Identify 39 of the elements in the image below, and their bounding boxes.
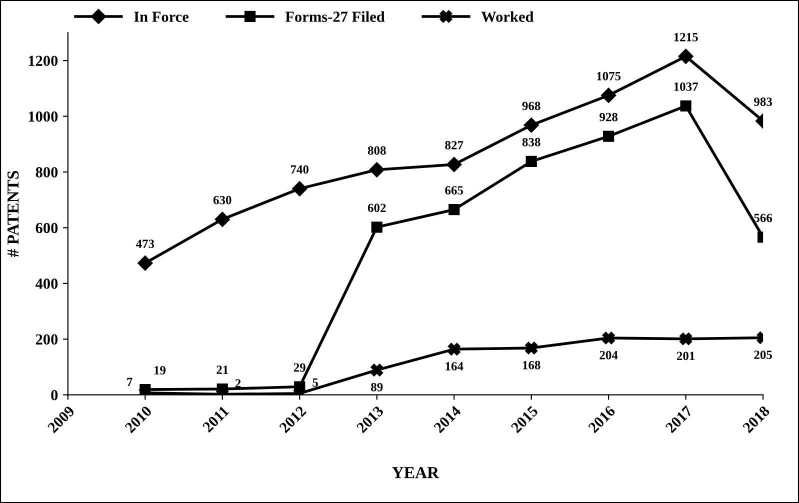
data-label: 1215 (674, 32, 698, 42)
data-label: 968 (522, 102, 540, 110)
data-label: 665 (445, 186, 464, 195)
data-label: 204 (600, 350, 618, 360)
y-tick-label: 800 (36, 167, 58, 178)
legend-label: In Force (134, 12, 189, 22)
data-label: 827 (445, 140, 464, 150)
data-label: 201 (676, 352, 695, 360)
data-label: 19 (154, 366, 166, 375)
y-tick-label: 600 (36, 222, 58, 234)
y-tick-label: 1000 (28, 111, 58, 122)
data-label: 5 (312, 378, 318, 387)
data-label: 29 (294, 363, 306, 372)
legend-label: Forms-27 Filed (285, 11, 385, 22)
data-label: 168 (522, 360, 540, 370)
data-label: 602 (368, 204, 386, 212)
y-axis-title: # PATENTS (7, 171, 19, 258)
data-label: 630 (213, 196, 232, 204)
y-tick-label: 400 (35, 278, 58, 289)
data-label: 808 (368, 146, 386, 155)
y-tick-label: 200 (36, 334, 58, 345)
data-label: 983 (754, 98, 772, 106)
data-label: 838 (522, 138, 540, 146)
legend-label: Worked (481, 11, 534, 22)
data-label: 164 (446, 362, 464, 370)
data-label: 2 (235, 379, 241, 388)
y-tick-label: 0 (51, 390, 58, 400)
data-label: 1075 (597, 72, 621, 80)
data-label: 473 (136, 240, 154, 248)
data-label: 928 (600, 112, 618, 122)
data-label: 7 (127, 378, 132, 386)
y-tick-label: 1200 (28, 56, 58, 66)
data-label: 566 (754, 214, 772, 222)
data-label: 89 (371, 382, 383, 392)
data-label: 1037 (674, 82, 698, 91)
data-label: 21 (216, 366, 228, 374)
data-label: 740 (290, 165, 309, 174)
x-axis-title: YEAR (392, 467, 440, 478)
data-label: 205 (754, 350, 772, 360)
